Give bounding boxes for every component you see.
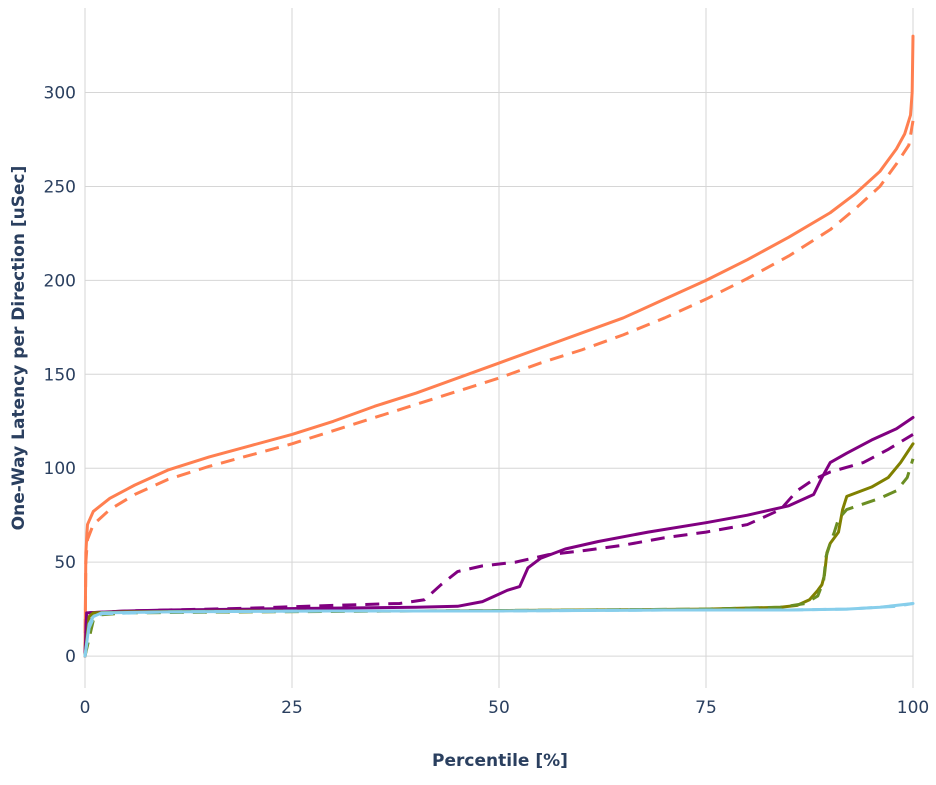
- y-tick-label-4: 200: [44, 271, 76, 291]
- series-line-3: [83, 433, 914, 657]
- x-tick-label-3: 75: [695, 698, 717, 718]
- y-tick-label-0: 0: [65, 647, 76, 667]
- y-tick-label-3: 150: [44, 365, 76, 385]
- series-line-5: [83, 458, 915, 657]
- series-line-2: [83, 416, 915, 658]
- y-tick-label-5: 250: [44, 177, 76, 197]
- y-tick-label-2: 100: [44, 459, 76, 479]
- grid-layer: [84, 8, 914, 688]
- y-tick-label-6: 300: [44, 84, 76, 104]
- x-tick-label-1: 25: [281, 698, 303, 718]
- x-tick-label-2: 50: [488, 698, 510, 718]
- series-layer: [83, 34, 915, 658]
- axis-layer: 0 25 50 75 100 0 50 100 150 200 250 300: [44, 84, 930, 718]
- y-tick-label-1: 50: [54, 553, 76, 573]
- x-tick-label-4: 100: [897, 698, 929, 718]
- series-line-0: [83, 34, 915, 658]
- x-axis-title: Percentile [%]: [432, 751, 568, 771]
- series-line-1: [83, 120, 915, 657]
- y-axis-title: One-Way Latency per Direction [uSec]: [9, 166, 29, 531]
- x-tick-label-0: 0: [80, 698, 91, 718]
- series-line-7: [83, 601, 914, 657]
